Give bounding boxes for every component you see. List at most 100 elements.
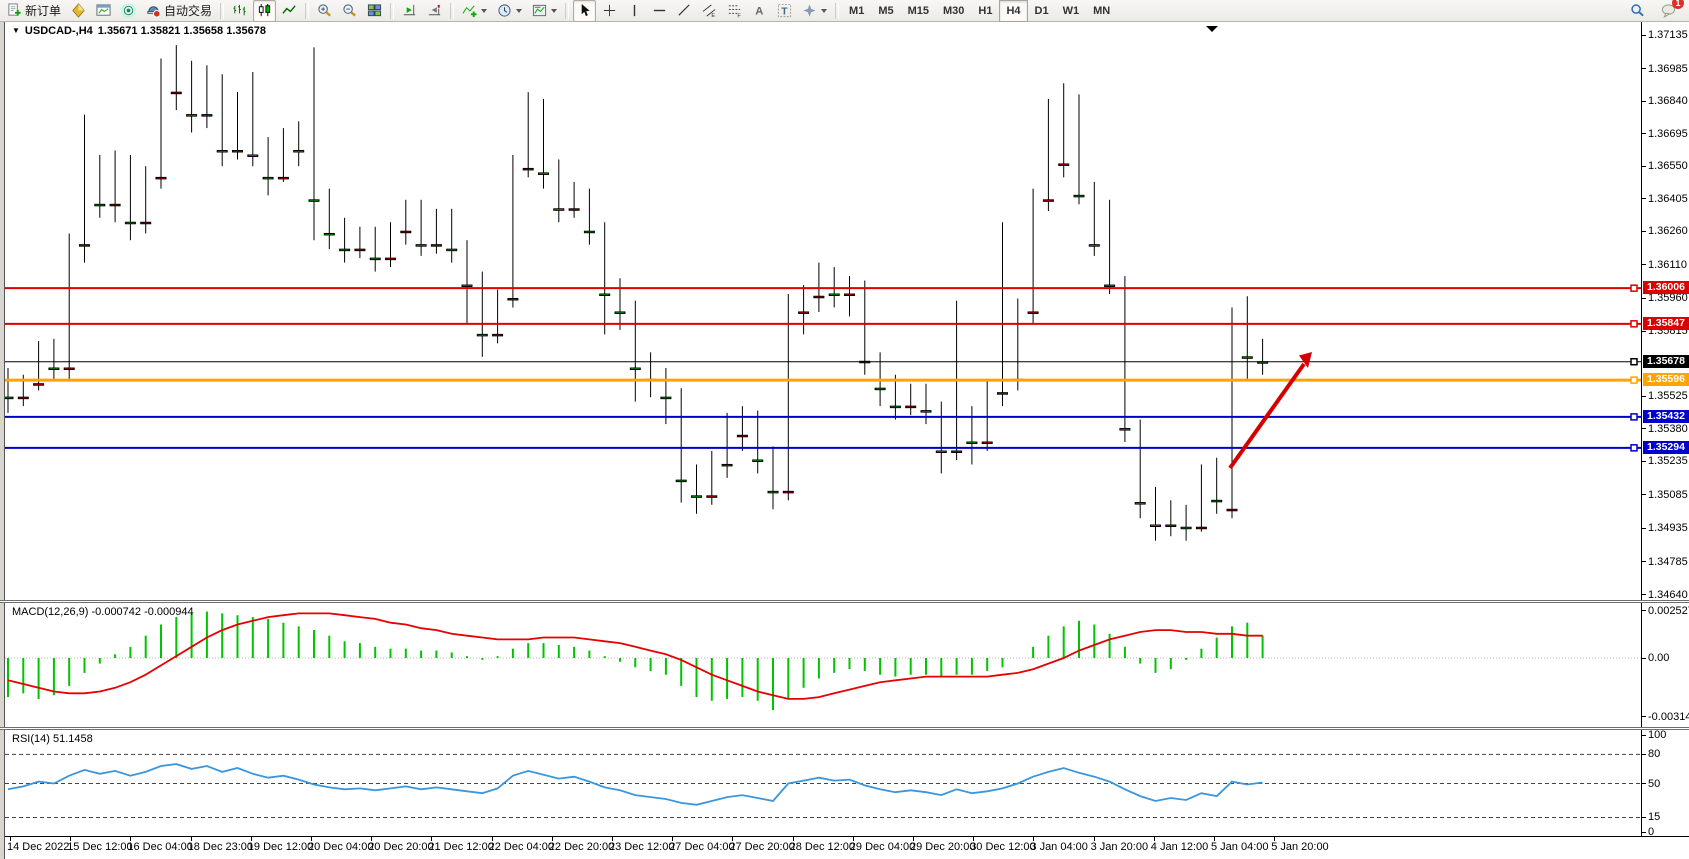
cursor-button[interactable] bbox=[573, 0, 597, 22]
candlestick-chart-button[interactable] bbox=[253, 0, 277, 22]
rsi-tick: 50 bbox=[1642, 778, 1660, 790]
arrows-button[interactable] bbox=[798, 0, 831, 22]
trendline-icon bbox=[677, 3, 692, 18]
time-tick bbox=[371, 837, 373, 841]
zoom-in-button[interactable] bbox=[313, 0, 336, 22]
chevron-down-icon bbox=[516, 8, 523, 13]
trendline-button[interactable] bbox=[673, 0, 696, 22]
auto-scroll-button[interactable] bbox=[398, 0, 421, 22]
tf-w1[interactable]: W1 bbox=[1062, 4, 1080, 17]
new-order-button[interactable]: 新订单 bbox=[3, 0, 65, 22]
main-chart-canvas[interactable] bbox=[5, 22, 1641, 600]
macd-tick: -0.003149 bbox=[1642, 711, 1689, 723]
price-tick: 1.35085 bbox=[1642, 489, 1688, 501]
macd-values: -0.000742 -0.000944 bbox=[91, 606, 194, 618]
line-chart-icon bbox=[282, 3, 297, 18]
horizontal-lines[interactable] bbox=[5, 284, 1641, 452]
panel-separator[interactable] bbox=[0, 600, 1689, 603]
price-tick: 1.35960 bbox=[1642, 292, 1688, 304]
text-button[interactable]: A bbox=[748, 0, 771, 22]
tf-m1[interactable]: M1 bbox=[849, 4, 865, 17]
chart-window-icon bbox=[96, 3, 111, 18]
signals-button[interactable] bbox=[117, 0, 140, 22]
auto-trading-button[interactable]: 自动交易 bbox=[142, 0, 216, 22]
price-axis: 1.37135 1.36985 1.36840 1.36695 1.36550 1.364… bbox=[1641, 22, 1689, 601]
trend-arrow-annotation[interactable] bbox=[1228, 352, 1312, 470]
rsi-value: 51.1458 bbox=[52, 733, 93, 745]
rsi-tick: 80 bbox=[1642, 748, 1660, 760]
channel-icon: E bbox=[702, 3, 717, 19]
periods-button[interactable] bbox=[493, 0, 526, 22]
svg-text:A: A bbox=[755, 6, 763, 18]
vline-icon bbox=[627, 3, 642, 18]
chevron-down-icon bbox=[821, 8, 828, 13]
bar-chart-button[interactable] bbox=[228, 0, 251, 22]
time-label: 23 Dec 12:00 bbox=[609, 841, 675, 853]
chart-shift-marker[interactable] bbox=[1206, 26, 1218, 32]
horizontal-line-button[interactable] bbox=[648, 0, 671, 22]
autotrade-icon bbox=[146, 3, 161, 18]
toolbar-separator bbox=[390, 2, 395, 19]
chart-shift-icon bbox=[427, 3, 442, 18]
tf-m30[interactable]: M30 bbox=[943, 4, 965, 17]
indicators-button[interactable] bbox=[458, 0, 491, 22]
time-label: 3 Jan 20:00 bbox=[1090, 841, 1149, 853]
new-chart-button[interactable] bbox=[92, 0, 115, 22]
time-tick bbox=[732, 837, 734, 841]
time-tick bbox=[311, 837, 312, 841]
time-axis[interactable]: 14 Dec 2022 15 Dec 12:00 16 Dec 04:00 18 De… bbox=[5, 836, 1689, 859]
text-label-button[interactable]: T bbox=[773, 0, 796, 22]
line-chart-button[interactable] bbox=[278, 0, 301, 22]
price-tag: 1.35678 bbox=[1643, 354, 1689, 368]
price-tick: 1.36840 bbox=[1642, 95, 1688, 107]
tf-h1[interactable]: H1 bbox=[978, 4, 993, 17]
fibonacci-button[interactable]: F bbox=[723, 0, 746, 22]
macd-label-line: MACD(12,26,9) -0.000742 -0.000944 bbox=[12, 606, 194, 618]
time-tick bbox=[1153, 837, 1155, 841]
svg-text:E: E bbox=[711, 13, 715, 18]
equidistant-channel-button[interactable]: E bbox=[698, 0, 721, 22]
time-tick bbox=[973, 837, 975, 841]
time-label: 29 Dec 20:00 bbox=[910, 841, 976, 853]
tf-mn[interactable]: MN bbox=[1093, 4, 1111, 17]
symbol-dropdown-icon[interactable]: ▼ bbox=[12, 26, 20, 35]
styler-button[interactable] bbox=[67, 0, 90, 22]
panel-separator[interactable] bbox=[0, 727, 1689, 730]
time-tick bbox=[1033, 837, 1035, 841]
vertical-line-button[interactable] bbox=[623, 0, 646, 22]
new-order-button-label: 新订单 bbox=[25, 4, 62, 18]
time-tick bbox=[70, 837, 72, 841]
time-label: 29 Dec 04:00 bbox=[849, 841, 916, 853]
crosshair-button[interactable] bbox=[598, 0, 621, 22]
price-tag: 1.35294 bbox=[1643, 440, 1689, 454]
macd-canvas[interactable] bbox=[5, 603, 1641, 727]
tile-windows-button[interactable] bbox=[363, 0, 386, 22]
rsi-line bbox=[7, 763, 1263, 806]
price-tick: 1.35525 bbox=[1642, 390, 1688, 402]
ohlc-values: 1.35671 1.35821 1.35658 1.35678 bbox=[97, 25, 266, 37]
chart-shift-button[interactable] bbox=[423, 0, 446, 22]
window-frame bbox=[0, 22, 5, 859]
time-label: 28 Dec 12:00 bbox=[789, 841, 856, 853]
zoom-out-button[interactable] bbox=[338, 0, 361, 22]
time-label: 21 Dec 12:00 bbox=[428, 841, 494, 853]
templates-button[interactable] bbox=[528, 0, 561, 22]
rsi-tick: 15 bbox=[1642, 811, 1660, 823]
time-label: 20 Dec 04:00 bbox=[308, 841, 374, 853]
tf-m5[interactable]: M5 bbox=[878, 4, 894, 17]
tf-h4[interactable]: H4 bbox=[999, 0, 1028, 22]
price-tick: 1.34640 bbox=[1642, 589, 1688, 601]
time-label: 22 Dec 20:00 bbox=[548, 841, 615, 853]
toolbar-separator bbox=[305, 2, 310, 19]
notifications-button[interactable]: 1 bbox=[1657, 0, 1684, 22]
rsi-canvas[interactable] bbox=[5, 730, 1641, 836]
search-button[interactable] bbox=[1626, 0, 1649, 22]
tf-m15[interactable]: M15 bbox=[907, 4, 929, 17]
auto-scroll-icon bbox=[402, 3, 417, 18]
tf-d1[interactable]: D1 bbox=[1034, 4, 1049, 17]
macd-panel: MACD(12,26,9) -0.000742 -0.000944 0.0025… bbox=[5, 603, 1689, 727]
time-tick bbox=[1214, 837, 1215, 841]
rsi-name: RSI(14) bbox=[12, 733, 50, 745]
